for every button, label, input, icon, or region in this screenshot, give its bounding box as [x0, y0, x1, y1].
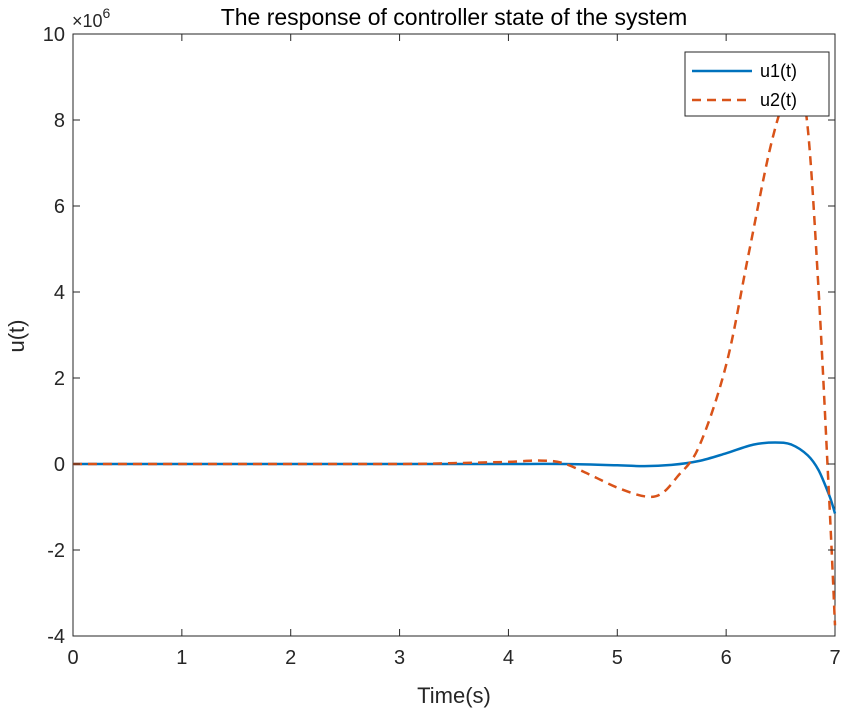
y-tick-label: 10: [43, 24, 65, 46]
legend-label-u2: u2(t): [760, 90, 797, 110]
y-tick-label: 2: [54, 368, 65, 390]
y-tick-label: 0: [54, 454, 65, 476]
x-tick-label: 1: [176, 647, 187, 669]
y-exponent-label: ×106: [72, 5, 111, 31]
series-line-u1: [72, 441, 837, 514]
legend-label-u1: u1(t): [760, 61, 797, 81]
x-axis-label: Time(s): [417, 683, 491, 708]
legend-box: [684, 51, 830, 117]
y-tick-label: 8: [54, 110, 65, 132]
chart-title: The response of controller state of the …: [221, 4, 688, 30]
y-exponent-base: ×10: [72, 11, 103, 31]
y-tick-label: 4: [54, 282, 65, 304]
y-axis-label: u(t): [4, 320, 29, 353]
y-tick-label: 6: [54, 196, 65, 218]
x-tick-label: 2: [285, 647, 296, 669]
series-line-u2: [72, 74, 837, 626]
legend: u1(t) u2(t): [684, 51, 830, 117]
x-tick-label: 6: [721, 647, 732, 669]
x-tick-label: 0: [67, 647, 78, 669]
y-tick-label: -4: [47, 626, 65, 648]
x-tick-label: 3: [394, 647, 405, 669]
x-tick-label: 7: [829, 647, 840, 669]
plot-area: [72, 33, 836, 637]
y-exponent-power: 6: [103, 5, 111, 21]
x-tick-label: 5: [612, 647, 623, 669]
y-tick-label: -2: [47, 540, 65, 562]
x-tick-label: 4: [503, 647, 514, 669]
